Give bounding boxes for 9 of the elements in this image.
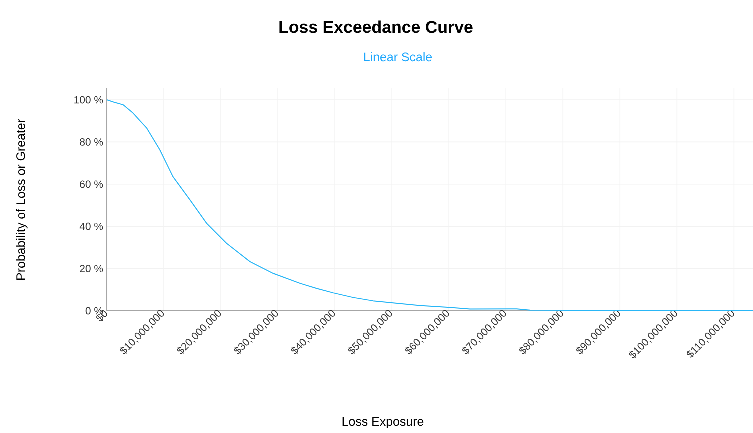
- y-tick-label: 40 %: [80, 222, 104, 230]
- y-tick-label: 20 %: [80, 265, 104, 272]
- y-tick-label: 60 %: [80, 180, 104, 188]
- chart-title: Loss Exceedance Curve: [280, 20, 473, 34]
- y-tick-label: 100 %: [74, 96, 104, 104]
- chart-subtitle: Linear Scale: [364, 52, 432, 62]
- x-axis-title: Loss Exposure: [342, 417, 424, 429]
- y-tick-label: 80 %: [80, 138, 104, 146]
- y-axis-title: Probability of Loss or Greater: [16, 119, 28, 280]
